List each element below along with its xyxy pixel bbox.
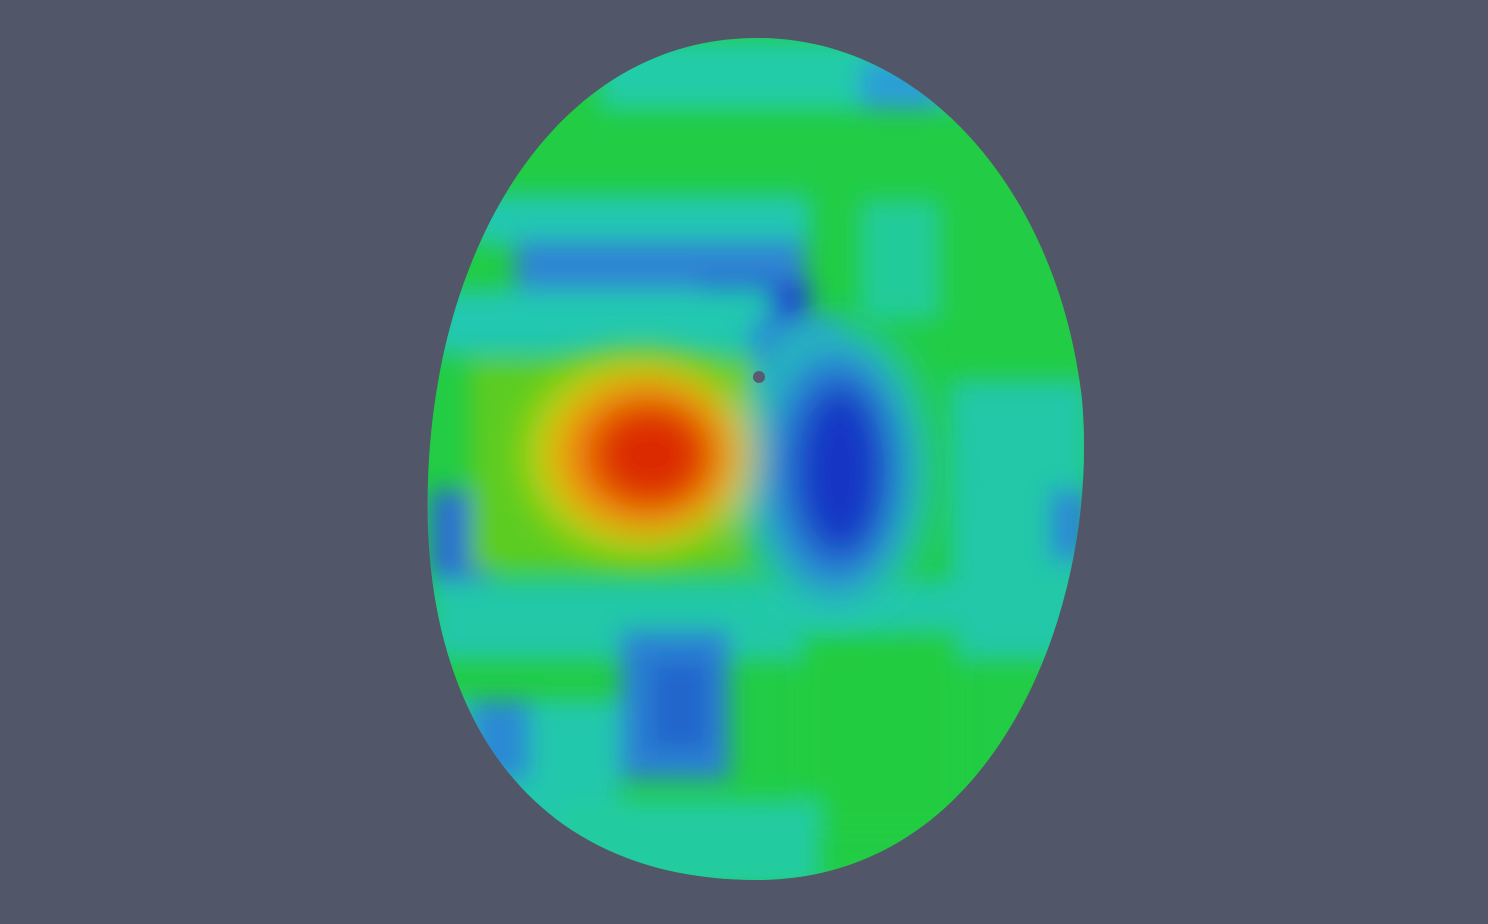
heatmap-surface xyxy=(427,38,1085,880)
probe-point xyxy=(753,371,765,383)
